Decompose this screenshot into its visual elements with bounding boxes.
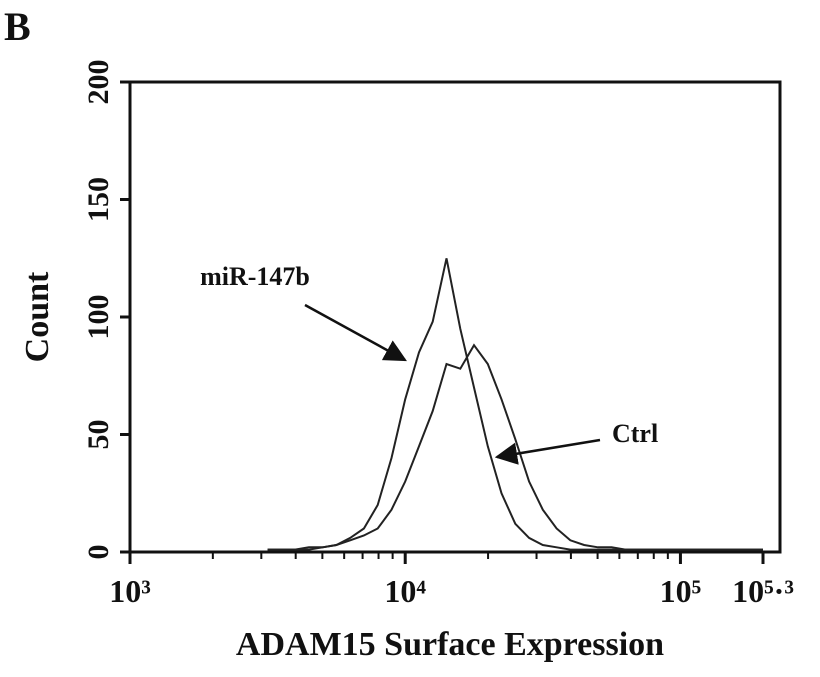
y-tick-label: 0 [82, 545, 115, 560]
x-tick-label: 10³ [109, 573, 151, 609]
plot-frame [128, 80, 782, 554]
series-label: Ctrl [612, 419, 658, 448]
x-tick-label: 10⁴ [384, 573, 426, 609]
arrow [494, 438, 601, 465]
y-tick-label: 50 [82, 420, 115, 450]
x-tick-label: 10⁵ [660, 573, 702, 609]
x-tick-label: 10⁵·³ [732, 573, 794, 609]
arrow [304, 303, 407, 362]
x-axis-label: ADAM15 Surface Expression [236, 626, 664, 663]
histogram-line [267, 343, 763, 551]
y-axis-label: Count [19, 271, 56, 362]
y-tick-label: 100 [82, 295, 115, 340]
y-tick-label: 150 [82, 177, 115, 222]
panel-label: B [4, 4, 31, 49]
series-label: miR-147b [200, 262, 310, 291]
histogram-line [267, 258, 763, 551]
y-tick-label: 200 [82, 60, 115, 105]
